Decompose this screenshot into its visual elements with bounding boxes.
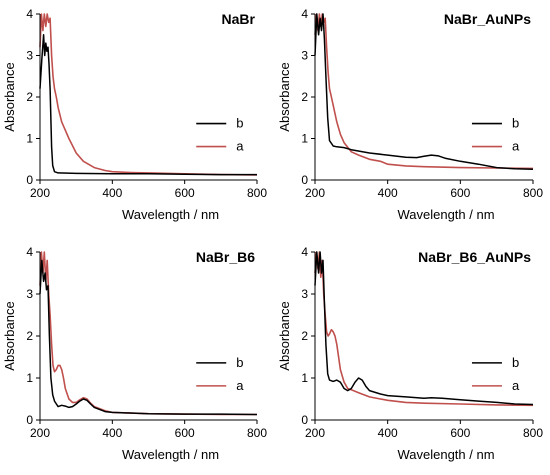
y-tick-label: 4 xyxy=(301,245,308,259)
legend-label-a: a xyxy=(236,378,244,393)
chart-panel-2: 0 1 2 3 4 200 400 600 800 Wavelength / nm Absorban… xyxy=(277,7,543,222)
x-tick-label: 600 xyxy=(450,426,470,440)
series-line-a xyxy=(314,251,534,407)
y-tick-label: 2 xyxy=(301,90,308,104)
y-tick-label: 2 xyxy=(26,329,33,343)
x-axis-label: Wavelength / nm xyxy=(397,207,494,222)
y-tick-label: 0 xyxy=(301,413,308,427)
y-tick-label: 0 xyxy=(26,413,33,427)
series-line-b xyxy=(39,259,258,416)
y-tick-label: 1 xyxy=(26,132,33,146)
y-tick-label: 1 xyxy=(26,371,33,385)
y-axis-label: Absorbance xyxy=(277,301,292,370)
series-line-b xyxy=(314,251,534,406)
legend-label-b: b xyxy=(236,355,243,370)
x-axis-label: Wavelength / nm xyxy=(122,447,219,462)
series-line-a xyxy=(314,13,534,170)
x-tick-label: 600 xyxy=(450,186,470,200)
legend-label-a: a xyxy=(512,378,520,393)
x-axis-label: Wavelength / nm xyxy=(397,447,494,462)
x-tick-label: 800 xyxy=(523,186,543,200)
panel-title: NaBr_B6_AuNPs xyxy=(418,249,531,265)
y-axis-label: Absorbance xyxy=(2,301,17,370)
x-tick-label: 600 xyxy=(175,426,195,440)
x-tick-label: 200 xyxy=(30,186,50,200)
chart-panel-4: 0 1 2 3 4 200 400 600 800 Wavelength / nm Absorban… xyxy=(277,245,543,462)
y-tick-label: 3 xyxy=(301,49,308,63)
legend-label-a: a xyxy=(512,139,520,154)
y-tick-label: 2 xyxy=(301,329,308,343)
y-axis-label: Absorbance xyxy=(2,62,17,131)
x-tick-label: 800 xyxy=(247,186,267,200)
y-tick-label: 4 xyxy=(26,7,33,21)
y-tick-label: 0 xyxy=(26,173,33,187)
series-line-b xyxy=(314,13,534,170)
chart-panel-3: 0 1 2 3 4 200 400 600 800 Wavelength / nm Absorban… xyxy=(2,245,267,462)
panel-title: NaBr_B6 xyxy=(196,249,255,265)
x-tick-label: 200 xyxy=(305,426,325,440)
panel-title: NaBr_AuNPs xyxy=(444,11,531,27)
y-tick-label: 1 xyxy=(301,132,308,146)
legend-label-b: b xyxy=(512,355,519,370)
chart-panel-1: 0 1 2 3 4 200 400 600 800 Wavelength / nm Absorban… xyxy=(2,7,267,222)
x-tick-label: 800 xyxy=(247,426,267,440)
legend-label-b: b xyxy=(512,116,519,131)
legend-label-a: a xyxy=(236,139,244,154)
x-tick-label: 800 xyxy=(523,426,543,440)
x-tick-label: 600 xyxy=(175,186,195,200)
x-tick-label: 200 xyxy=(305,186,325,200)
x-tick-label: 400 xyxy=(102,426,122,440)
series-line-a xyxy=(39,13,258,176)
y-tick-label: 4 xyxy=(26,245,33,259)
panel-title: NaBr xyxy=(222,11,256,27)
series-line-a xyxy=(39,251,257,416)
x-tick-label: 400 xyxy=(378,186,398,200)
x-axis-label: Wavelength / nm xyxy=(122,207,219,222)
series-line-b xyxy=(39,34,257,176)
y-tick-label: 4 xyxy=(301,7,308,21)
y-tick-label: 3 xyxy=(26,287,33,301)
x-tick-label: 400 xyxy=(102,186,122,200)
y-tick-label: 3 xyxy=(301,287,308,301)
y-tick-label: 3 xyxy=(26,49,33,63)
y-tick-label: 0 xyxy=(301,173,308,187)
x-tick-label: 400 xyxy=(378,426,398,440)
legend-label-b: b xyxy=(236,116,243,131)
y-axis-label: Absorbance xyxy=(277,62,292,131)
y-tick-label: 2 xyxy=(26,90,33,104)
x-tick-label: 200 xyxy=(30,426,50,440)
y-tick-label: 1 xyxy=(301,371,308,385)
